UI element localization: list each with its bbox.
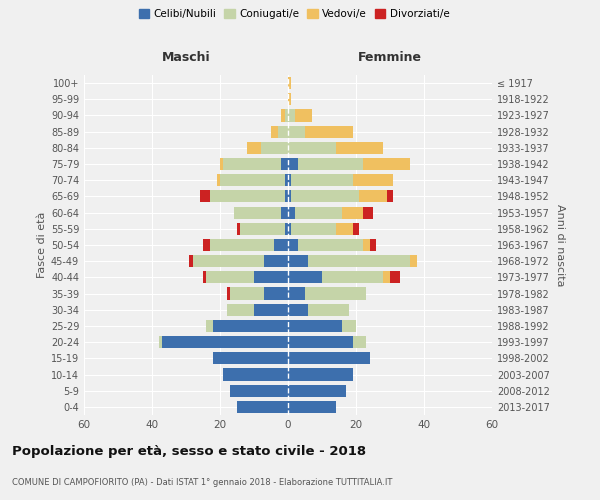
Bar (223, 158, 281, 170)
Bar (288, 93, 292, 106)
Bar (241, 222, 284, 235)
Bar (261, 142, 288, 154)
Bar (281, 158, 288, 170)
Bar (292, 190, 359, 202)
Bar (237, 401, 288, 413)
Bar (322, 272, 383, 283)
Bar (295, 110, 312, 122)
Bar (288, 336, 353, 348)
Bar (288, 110, 295, 122)
Bar (247, 142, 261, 154)
Legend: Celibi/Nubili, Coniugati/e, Vedovi/e, Divorziati/e: Celibi/Nubili, Coniugati/e, Vedovi/e, Di… (134, 5, 454, 24)
Bar (363, 239, 370, 251)
Bar (383, 272, 390, 283)
Bar (295, 206, 343, 218)
Bar (190, 255, 193, 268)
Bar (292, 222, 335, 235)
Bar (210, 239, 274, 251)
Bar (284, 174, 288, 186)
Bar (353, 336, 366, 348)
Text: Maschi: Maschi (161, 50, 211, 64)
Bar (254, 304, 288, 316)
Bar (274, 239, 288, 251)
Y-axis label: Anni di nascita: Anni di nascita (555, 204, 565, 286)
Bar (292, 174, 353, 186)
Text: Femmine: Femmine (358, 50, 422, 64)
Text: Popolazione per età, sesso e stato civile - 2018: Popolazione per età, sesso e stato civil… (12, 445, 366, 458)
Bar (213, 320, 288, 332)
Bar (254, 272, 288, 283)
Bar (162, 336, 288, 348)
Bar (233, 206, 281, 218)
Bar (288, 190, 292, 202)
Bar (284, 190, 288, 202)
Bar (308, 304, 349, 316)
Bar (213, 352, 288, 364)
Bar (305, 288, 366, 300)
Bar (288, 384, 346, 397)
Bar (281, 206, 288, 218)
Bar (220, 174, 284, 186)
Bar (288, 320, 343, 332)
Bar (353, 174, 394, 186)
Bar (237, 222, 241, 235)
Bar (410, 255, 417, 268)
Bar (271, 126, 278, 138)
Bar (288, 304, 308, 316)
Bar (288, 126, 305, 138)
Bar (343, 206, 363, 218)
Bar (278, 126, 288, 138)
Bar (359, 190, 386, 202)
Bar (217, 174, 220, 186)
Bar (203, 239, 210, 251)
Bar (386, 190, 394, 202)
Bar (200, 190, 210, 202)
Bar (284, 222, 288, 235)
Bar (203, 272, 206, 283)
Bar (288, 77, 292, 89)
Bar (206, 320, 213, 332)
Bar (343, 320, 356, 332)
Bar (193, 255, 264, 268)
Bar (264, 255, 288, 268)
Bar (298, 158, 363, 170)
Bar (220, 158, 223, 170)
Bar (288, 368, 353, 380)
Bar (227, 304, 254, 316)
Bar (288, 272, 322, 283)
Bar (288, 288, 305, 300)
Bar (335, 222, 353, 235)
Bar (230, 288, 264, 300)
Y-axis label: Fasce di età: Fasce di età (37, 212, 47, 278)
Bar (159, 336, 162, 348)
Text: COMUNE DI CAMPOFIORITO (PA) - Dati ISTAT 1° gennaio 2018 - Elaborazione TUTTITAL: COMUNE DI CAMPOFIORITO (PA) - Dati ISTAT… (12, 478, 392, 487)
Bar (288, 255, 308, 268)
Bar (288, 352, 370, 364)
Bar (298, 239, 363, 251)
Bar (288, 174, 292, 186)
Bar (288, 142, 335, 154)
Bar (288, 401, 335, 413)
Bar (206, 272, 254, 283)
Bar (284, 110, 288, 122)
Bar (308, 255, 410, 268)
Bar (227, 288, 230, 300)
Bar (288, 239, 298, 251)
Bar (288, 206, 295, 218)
Bar (223, 368, 288, 380)
Bar (363, 206, 373, 218)
Bar (335, 142, 383, 154)
Bar (210, 190, 284, 202)
Bar (288, 158, 298, 170)
Bar (353, 222, 359, 235)
Bar (230, 384, 288, 397)
Bar (281, 110, 284, 122)
Bar (363, 158, 410, 170)
Bar (370, 239, 376, 251)
Bar (390, 272, 400, 283)
Bar (288, 222, 292, 235)
Bar (264, 288, 288, 300)
Bar (305, 126, 353, 138)
